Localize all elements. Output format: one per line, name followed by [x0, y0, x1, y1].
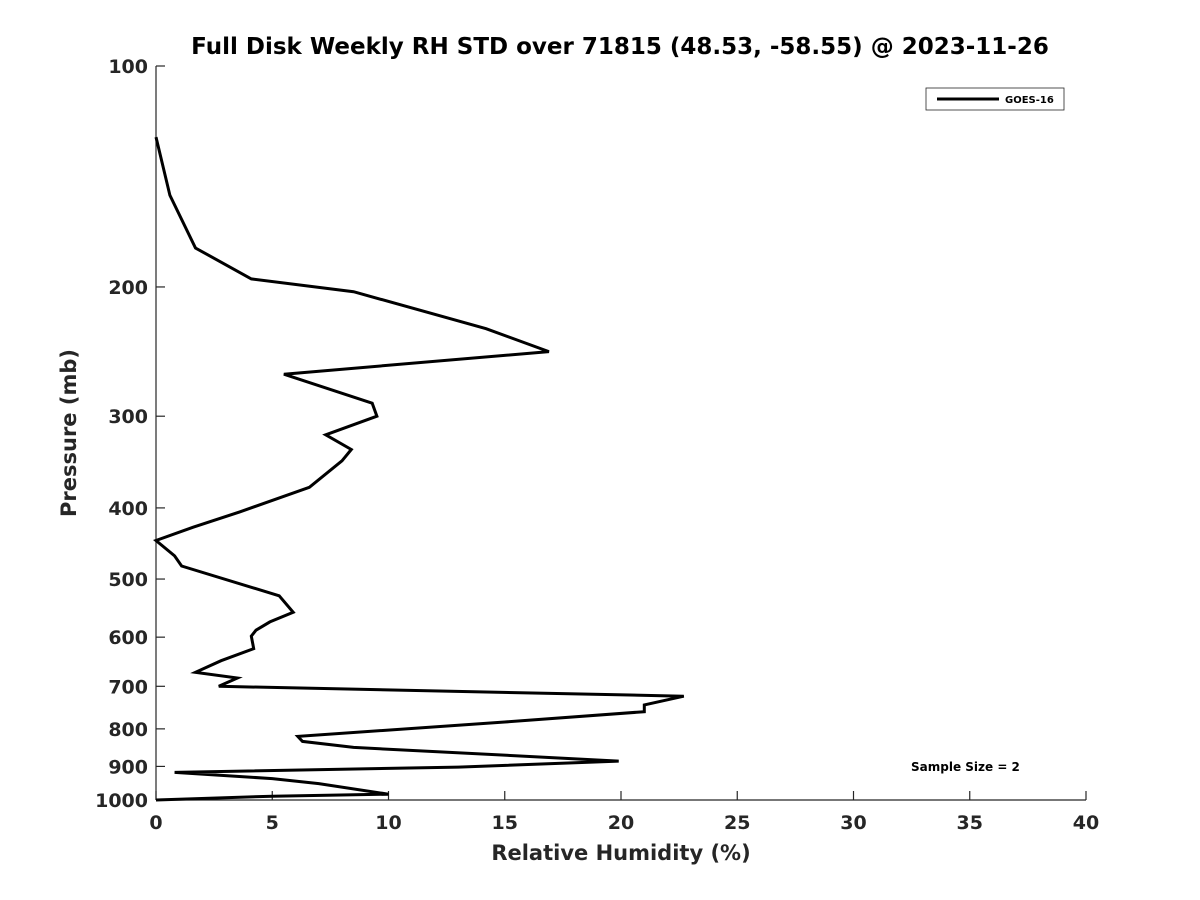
x-tick-label: 40 — [1073, 812, 1099, 834]
series-goes-16-line — [153, 136, 685, 802]
y-tick-label: 400 — [108, 498, 148, 520]
x-tick-label: 5 — [266, 812, 279, 834]
plot-area — [155, 66, 1086, 801]
x-tick-label: 10 — [375, 812, 401, 834]
y-ticks: 100 200 300 400 500 600 700 800 900 1000 — [95, 56, 165, 812]
y-axis-title: Pressure (mb) — [57, 349, 81, 517]
x-tick-label: 0 — [149, 812, 162, 834]
legend-label-goes-16: GOES-16 — [1005, 95, 1054, 106]
y-tick-label: 600 — [108, 627, 148, 649]
y-tick-label: 700 — [108, 676, 148, 698]
sample-size-annotation: Sample Size = 2 — [911, 760, 1020, 774]
y-tick-label: 900 — [108, 756, 148, 778]
x-tick-label: 30 — [840, 812, 866, 834]
y-tick-label: 800 — [108, 719, 148, 741]
x-tick-label: 20 — [608, 812, 634, 834]
y-tick-label: 500 — [108, 569, 148, 591]
legend: GOES-16 — [925, 87, 1065, 111]
chart-title: Full Disk Weekly RH STD over 71815 (48.5… — [191, 34, 1049, 60]
x-ticks: 0 5 10 15 20 25 30 35 40 — [149, 791, 1099, 834]
y-tick-label: 1000 — [95, 790, 148, 812]
x-tick-label: 15 — [492, 812, 518, 834]
y-tick-label: 100 — [108, 56, 148, 78]
x-tick-label: 35 — [957, 812, 983, 834]
x-axis-title: Relative Humidity (%) — [491, 841, 750, 865]
y-tick-label: 200 — [108, 277, 148, 299]
x-tick-label: 25 — [724, 812, 750, 834]
y-tick-label: 300 — [108, 406, 148, 428]
